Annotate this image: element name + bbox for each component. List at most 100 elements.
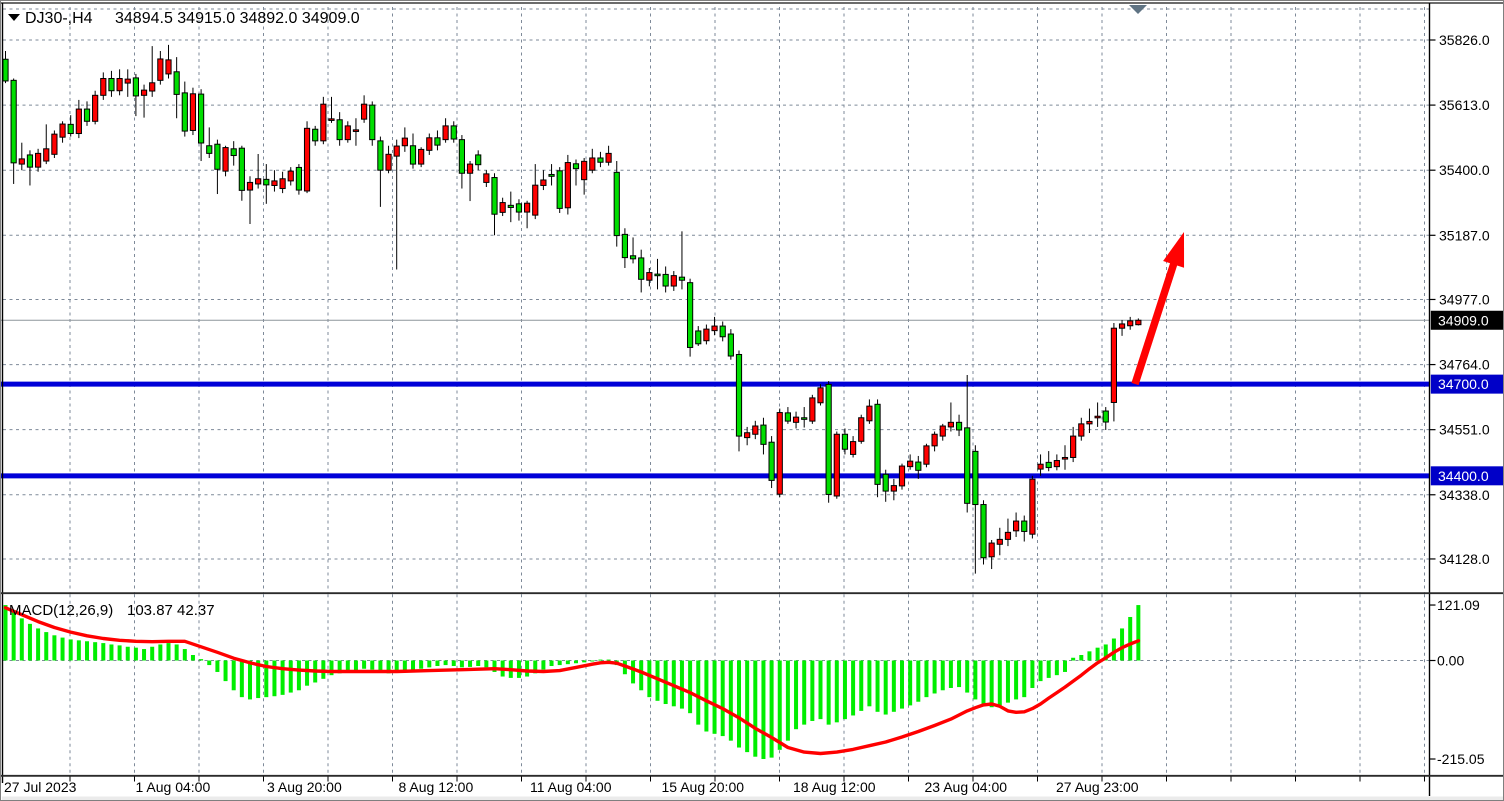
candle [393,139,400,270]
candle [817,384,824,406]
candle-body [157,58,164,81]
candle [206,127,213,158]
candle [1045,451,1052,472]
macd-plot-area[interactable] [3,594,1429,775]
candle-body [206,145,213,154]
macd-histogram-bar [60,637,65,661]
candle [1086,408,1093,434]
candle [646,267,653,287]
candle-body [43,148,50,162]
macd-histogram-bar [875,660,880,712]
candle-body [939,425,946,437]
time-axis-label: 18 Aug 12:00 [793,779,876,795]
candle [385,145,392,174]
time-axis-label: 11 Aug 04:00 [530,779,612,795]
macd-histogram-bar [525,660,530,677]
macd-histogram-bar [565,660,570,665]
macd-histogram-bar [769,660,774,758]
macd-histogram-bar [867,660,872,707]
candle-body [850,441,857,455]
candle-body [581,160,588,181]
candle-body [1118,323,1126,329]
symbol-dropdown-icon[interactable] [8,14,20,21]
macd-histogram-bar [1046,660,1051,678]
candle-body [303,127,311,192]
candle-body [809,397,816,422]
macd-histogram-bar [370,660,375,670]
candle-body [915,461,922,471]
candle-body [874,403,881,485]
candle-body [124,78,131,84]
candle [434,130,441,151]
macd-histogram-bar [541,660,546,670]
macd-histogram-bar [427,660,432,668]
candle-body [532,184,539,216]
candle [466,161,474,202]
candle [964,374,971,513]
candle [638,249,645,293]
window-bottom-strip [2,796,1503,800]
macd-histogram-bar [190,655,195,661]
candle [1127,316,1134,330]
candle [719,321,726,342]
trend-arrow-shaft[interactable] [1131,257,1179,386]
candle-body [1070,435,1077,458]
candle [613,161,620,247]
macd-histogram-bar [549,660,554,666]
macd-histogram-bar [794,660,799,730]
candle-body [964,427,971,504]
candle [361,95,368,123]
candle [1053,454,1060,471]
macd-histogram-bar [533,660,538,674]
macd-histogram-bar [223,660,228,682]
candle-body [442,125,449,141]
candle-body [263,178,270,186]
time-axis-label: 15 Aug 20:00 [662,779,745,795]
candle [116,69,123,96]
macd-histogram-bar [728,660,733,741]
candle [654,258,661,290]
price-tick-label: 34551.0 [1439,422,1490,438]
price-tick-label: 35400.0 [1439,162,1490,178]
price-axis[interactable] [1430,3,1504,775]
candle-body [1045,461,1052,469]
candle [287,167,294,186]
candle [792,411,800,429]
candle-body [426,137,433,151]
candle-body [222,147,229,172]
candle [401,127,408,152]
candle [230,141,237,166]
level-price-badge [1430,466,1503,486]
macd-histogram-bar [582,660,587,663]
price-chart-plot-area[interactable] [3,3,1429,592]
macd-histogram-bar [36,628,41,661]
macd-histogram-bar [810,660,815,721]
candle-body [548,173,555,177]
time-axis[interactable] [3,776,1429,796]
candle-body [165,59,172,75]
candle-body [92,94,99,122]
macd-histogram-bar [761,660,766,759]
candle-body [988,542,995,558]
candle-body [1078,423,1085,437]
candle-body [947,421,954,428]
candle [988,540,995,570]
candle [475,150,482,171]
macd-tick-label: 0.00 [1437,653,1464,669]
macd-histogram-bar [777,660,782,750]
macd-histogram-bar [101,643,106,661]
candle [312,125,319,146]
macd-histogram-bar [1136,605,1141,661]
candle [189,87,197,136]
candle-body [230,148,237,157]
candle [972,445,979,574]
macd-histogram-bar [68,639,73,661]
macd-histogram-bar [785,660,790,741]
candle-body [255,178,262,185]
candle-body [638,257,645,280]
trend-arrow-head[interactable] [1163,232,1185,268]
candle [140,84,148,118]
macd-histogram-bar [842,660,847,720]
macd-histogram-bar [598,659,603,661]
